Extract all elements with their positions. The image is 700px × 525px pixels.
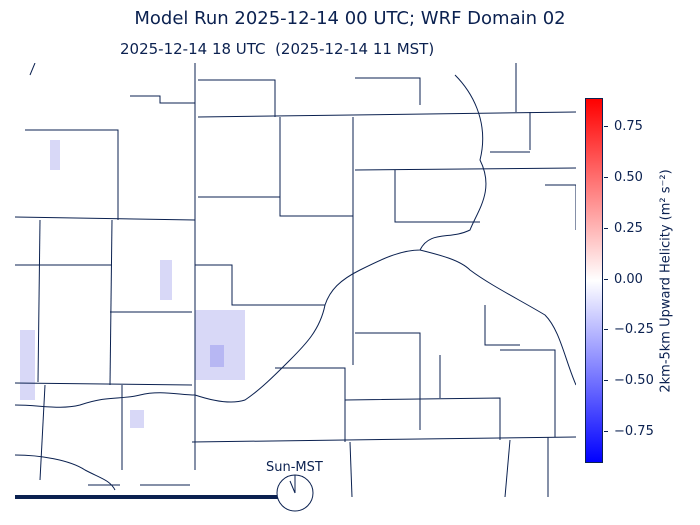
colorbar-tick: 0.25 (604, 221, 643, 236)
clock-icon (276, 474, 314, 512)
colorbar-tick: 0.00 (604, 272, 643, 287)
colorbar-tick: −0.25 (604, 322, 654, 337)
colorbar-tick: 0.50 (604, 170, 643, 185)
clock-label: Sun-MST (266, 460, 323, 475)
colorbar-tick: −0.50 (604, 373, 654, 388)
colorbar-tick: 0.75 (604, 119, 643, 134)
figure-title: Model Run 2025-12-14 00 UTC; WRF Domain … (134, 8, 566, 29)
valid-time-subtitle: 2025-12-14 18 UTC (2025-12-14 11 MST) (120, 40, 435, 58)
colorbar-label: 2km-5km Upward Helicity (m² s⁻²) (658, 169, 674, 393)
helicity-field (20, 140, 245, 428)
county-boundaries (15, 63, 576, 497)
colorbar-tick: −0.75 (604, 424, 654, 439)
colorbar (585, 98, 603, 463)
